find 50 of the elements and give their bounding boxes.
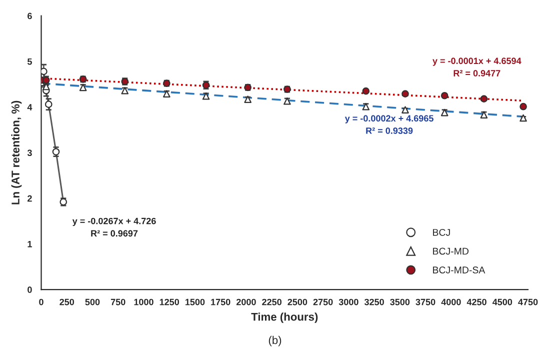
x-tick-label: 1250 bbox=[160, 298, 180, 306]
y-tick-label: 1 bbox=[28, 241, 32, 248]
point bbox=[121, 86, 129, 94]
y-tick-label: 0 bbox=[28, 286, 32, 293]
point bbox=[362, 87, 370, 95]
y-tick-label: 2 bbox=[28, 195, 32, 202]
legend-label: BCJ bbox=[433, 228, 450, 236]
y-tick-label: 5 bbox=[27, 58, 32, 65]
text: (b) bbox=[268, 336, 282, 346]
x-tick-label: 0 bbox=[39, 298, 44, 306]
point bbox=[52, 148, 60, 156]
x-tick-label: 4750 bbox=[518, 298, 538, 306]
x-axis-title: Time (hours) bbox=[251, 312, 318, 323]
annotation: y = -0.0001x + 4.6594 R² = 0.9477 bbox=[432, 58, 522, 76]
x-tick-label: 2250 bbox=[262, 298, 282, 306]
x-tick-label: 750 bbox=[110, 298, 126, 306]
x-tick-label: 2750 bbox=[313, 298, 333, 306]
x-tick-label: 2000 bbox=[236, 298, 256, 306]
point bbox=[402, 90, 409, 98]
y-axis-title: Ln (AT retention, %) bbox=[11, 100, 22, 204]
x-tick-label: 3250 bbox=[364, 298, 384, 306]
x-tick-label: 4500 bbox=[492, 298, 512, 306]
point bbox=[163, 90, 170, 98]
y-tick-label: 3 bbox=[27, 150, 32, 156]
x-tick-label: 3750 bbox=[416, 298, 436, 306]
x-tick-label: 4250 bbox=[466, 298, 486, 306]
y-tick-label: 6 bbox=[28, 12, 32, 20]
x-tick-label: 500 bbox=[85, 298, 100, 306]
y-tick-label: 4 bbox=[27, 104, 32, 110]
x-tick-label: 250 bbox=[60, 298, 74, 306]
x-tick-label: 3500 bbox=[390, 298, 410, 306]
point bbox=[480, 111, 488, 118]
x-tick-label: 1750 bbox=[211, 298, 230, 306]
point bbox=[202, 92, 210, 100]
x-tick-label: 3000 bbox=[338, 298, 358, 306]
point bbox=[480, 95, 488, 102]
x-tick-label: 1000 bbox=[134, 298, 154, 306]
annotation: y = -0.0267x + 4.726 R² = 0.9697 bbox=[72, 218, 156, 237]
legend-label: BCJ-MD-SA bbox=[433, 266, 486, 274]
point bbox=[284, 97, 291, 105]
x-tick-label: 1500 bbox=[185, 298, 205, 306]
point bbox=[440, 108, 448, 116]
point bbox=[520, 102, 527, 110]
x-tick-label: 4000 bbox=[441, 298, 461, 306]
point bbox=[79, 84, 87, 92]
x-tick-label: 2500 bbox=[288, 298, 308, 306]
legend-label: BCJ-MD bbox=[433, 248, 469, 255]
annotation: y = -0.0002x + 4.6965 R² = 0.9339 bbox=[344, 115, 434, 134]
point bbox=[362, 102, 370, 110]
point bbox=[440, 92, 448, 100]
